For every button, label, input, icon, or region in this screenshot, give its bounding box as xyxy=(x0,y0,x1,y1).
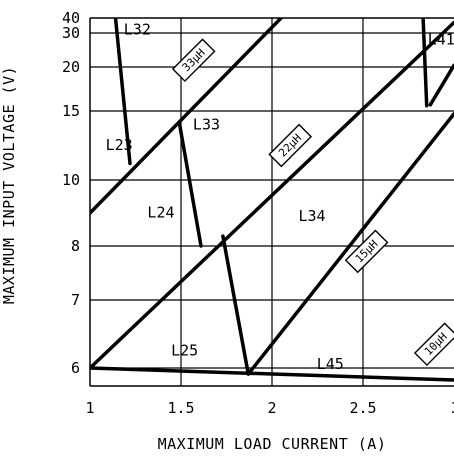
boundary-line xyxy=(113,18,132,166)
y-tick-label: 7 xyxy=(71,291,80,309)
y-tick-label: 15 xyxy=(62,102,80,120)
inductance-labels: 33µH 22µH 15µH 10µH xyxy=(171,38,454,367)
boundary-line xyxy=(421,18,429,108)
boundary-line xyxy=(221,234,251,376)
region-label: L32 xyxy=(124,21,151,39)
region-label: L41 xyxy=(428,30,454,48)
y-tick-label: 20 xyxy=(62,58,80,76)
y-tick-label: 40 xyxy=(62,9,80,27)
x-axis-title: MAXIMUM LOAD CURRENT (A) xyxy=(158,435,387,453)
x-axis-ticks: 1 1.5 2 2.5 3 xyxy=(85,399,454,417)
boundary-line xyxy=(90,20,454,370)
boundary-line xyxy=(428,63,454,107)
x-tick-label: 2.5 xyxy=(349,399,376,417)
y-tick-label: 10 xyxy=(62,171,80,189)
grid xyxy=(90,18,454,386)
region-label: L45 xyxy=(317,355,344,373)
boundary-line xyxy=(246,112,454,376)
x-tick-label: 1 xyxy=(85,399,94,417)
boundary-line xyxy=(177,120,203,248)
y-tick-label: 8 xyxy=(71,237,80,255)
region-label: L23 xyxy=(106,136,133,154)
x-tick-label: 1.5 xyxy=(167,399,194,417)
region-labels: L32 L23 L33 L24 L34 L25 L45 L41 xyxy=(106,21,454,374)
inductance-label-box xyxy=(171,38,216,83)
inductance-label: 22µH xyxy=(268,123,313,168)
inductance-label: 15µH xyxy=(344,229,389,274)
inductance-label: 10µH xyxy=(413,322,454,367)
x-tick-label: 3 xyxy=(451,399,454,417)
inductance-label-box xyxy=(268,123,313,168)
y-axis-title: MAXIMUM INPUT VOLTAGE (V) xyxy=(0,66,18,304)
region-label: L33 xyxy=(193,115,220,133)
region-label: L25 xyxy=(171,342,198,360)
boundary-lines xyxy=(90,18,454,382)
y-tick-label: 30 xyxy=(62,24,80,42)
plot-frame xyxy=(89,17,454,387)
inductance-label-box xyxy=(344,229,389,274)
boundary-line xyxy=(90,366,454,382)
y-tick-label: 6 xyxy=(71,359,80,377)
inductance-label-box xyxy=(413,322,454,367)
region-label: L24 xyxy=(147,204,174,222)
region-label: L34 xyxy=(298,207,325,225)
boundary-line xyxy=(90,18,283,215)
inductance-label: 33µH xyxy=(171,38,216,83)
x-tick-label: 2 xyxy=(267,399,276,417)
